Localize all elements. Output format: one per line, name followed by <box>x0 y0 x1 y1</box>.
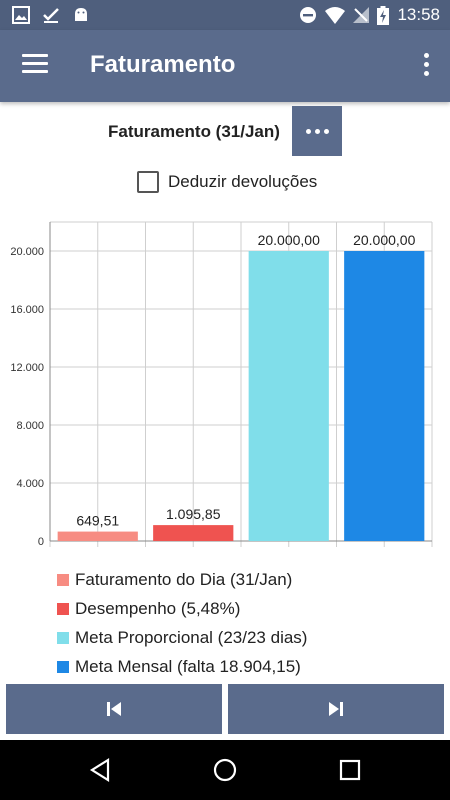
bar-value-label: 20.000,00 <box>258 232 320 248</box>
bar <box>248 251 329 541</box>
y-tick-label: 16.000 <box>10 304 44 316</box>
app-title: Faturamento <box>90 51 236 78</box>
y-tick-label: 20.000 <box>10 246 44 258</box>
legend-swatch <box>57 631 69 644</box>
legend-item: Meta Proporcional (23/23 dias) <box>57 623 307 652</box>
system-navigation-bar <box>0 740 450 800</box>
options-button[interactable] <box>292 106 342 156</box>
battery-charging-icon <box>377 5 390 25</box>
dnd-icon <box>300 7 317 23</box>
status-time: 13:58 <box>397 5 440 24</box>
skip-next-icon <box>329 702 343 716</box>
skip-previous-icon <box>107 702 121 716</box>
check-download-icon <box>43 8 59 23</box>
legend-item: Meta Mensal (falta 18.904,15) <box>57 652 307 681</box>
bar <box>57 531 138 541</box>
legend-label: Meta Mensal (falta 18.904,15) <box>75 656 301 676</box>
legend-label: Meta Proporcional (23/23 dias) <box>75 627 308 647</box>
bar <box>344 251 425 541</box>
legend-label: Desempenho (5,48%) <box>75 598 241 618</box>
legend-swatch <box>57 602 69 615</box>
chart-legend: Faturamento do Dia (31/Jan) Desempenho (5… <box>57 565 307 681</box>
app-bar: Faturamento <box>0 30 450 102</box>
legend-swatch <box>57 573 69 586</box>
home-circle-icon[interactable] <box>213 758 237 782</box>
bar-value-label: 20.000,00 <box>353 232 415 248</box>
more-vert-icon[interactable] <box>424 53 430 79</box>
y-tick-label: 4.000 <box>16 478 44 490</box>
image-icon <box>12 6 30 24</box>
deduct-returns-checkbox[interactable] <box>137 171 159 193</box>
recents-square-icon[interactable] <box>338 758 362 782</box>
legend-item: Desempenho (5,48%) <box>57 594 307 623</box>
bar <box>153 525 234 541</box>
back-triangle-icon[interactable] <box>88 758 112 782</box>
next-period-button[interactable] <box>228 684 444 734</box>
bar-value-label: 649,51 <box>76 513 119 529</box>
y-tick-label: 8.000 <box>16 420 44 432</box>
android-icon <box>75 8 87 21</box>
y-tick-label: 0 <box>38 536 44 548</box>
hamburger-menu-icon[interactable] <box>22 54 48 76</box>
y-tick-label: 12.000 <box>10 362 44 374</box>
deduct-returns-label: Deduzir devoluções <box>168 172 318 191</box>
more-horiz-icon <box>305 128 311 134</box>
status-bar: 13:58 <box>0 0 450 30</box>
deduct-returns-row[interactable]: Deduzir devoluções <box>137 171 317 193</box>
previous-period-button[interactable] <box>6 684 222 734</box>
no-sim-icon <box>353 7 370 23</box>
revenue-bar-chart: 0 4.000 8.000 12.000 16.000 20.000 649,51 1.095… <box>10 221 433 548</box>
page-title: Faturamento (31/Jan) <box>108 122 280 141</box>
period-navigation <box>6 684 444 734</box>
legend-item: Faturamento do Dia (31/Jan) <box>57 565 307 594</box>
bar-value-label: 1.095,85 <box>166 506 221 522</box>
wifi-icon <box>325 6 346 24</box>
legend-label: Faturamento do Dia (31/Jan) <box>75 569 293 589</box>
header-row: Faturamento (31/Jan) <box>0 106 450 156</box>
legend-swatch <box>57 660 69 673</box>
